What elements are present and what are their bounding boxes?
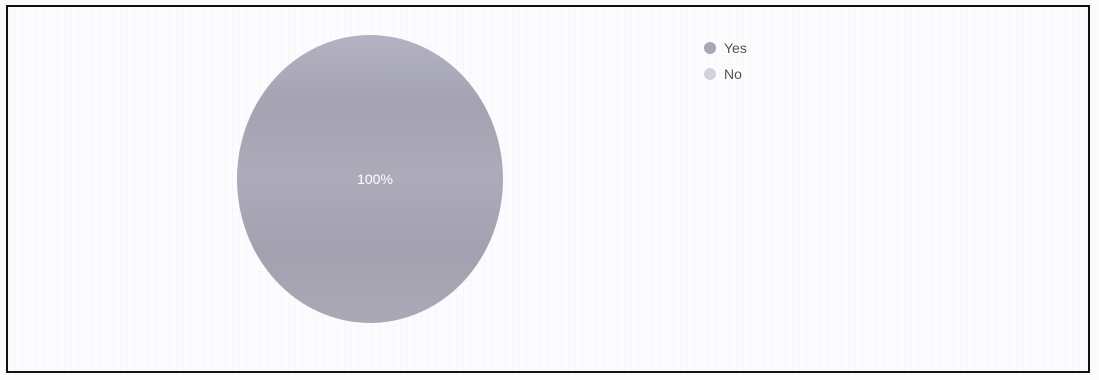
legend: Yes No bbox=[704, 40, 747, 82]
legend-swatch-yes bbox=[704, 42, 716, 54]
pie-chart: 100% bbox=[237, 35, 503, 323]
legend-label-no: No bbox=[724, 66, 742, 82]
legend-item-yes[interactable]: Yes bbox=[704, 40, 747, 56]
legend-swatch-no bbox=[704, 68, 716, 80]
legend-label-yes: Yes bbox=[724, 40, 747, 56]
pie-slice-yes[interactable] bbox=[237, 35, 503, 323]
chart-frame: 100% Yes No bbox=[6, 5, 1090, 373]
pie-slice-label-yes: 100% bbox=[357, 171, 393, 187]
legend-item-no[interactable]: No bbox=[704, 66, 747, 82]
